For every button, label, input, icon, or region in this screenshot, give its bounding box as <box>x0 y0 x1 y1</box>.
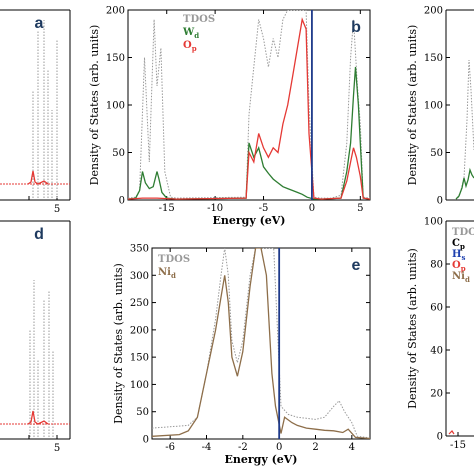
y-axis-label-b: Density of States (arb. units) <box>88 25 101 186</box>
y-tick-label-c-0: 0 <box>437 196 443 207</box>
y-tick-label-b-3: 150 <box>106 53 125 64</box>
plot-frame-e <box>151 247 371 440</box>
y-tick-label-e-6: 300 <box>130 271 149 282</box>
x-tick-label-e-4: 2 <box>312 442 318 453</box>
series-line-e-ni-d <box>152 248 370 439</box>
legend-entry-e-tdos: TDOS <box>158 254 190 265</box>
y-tick-label-f-2: 40 <box>430 346 443 357</box>
legend-entry-f-ni-d: Nid <box>452 271 470 284</box>
series-line-d-red-peak <box>27 410 49 425</box>
series-line-c-tdos <box>457 59 474 199</box>
legend-entry-b-tdos: TDOS <box>183 14 215 25</box>
x-tick-label-b-0: -15 <box>159 203 175 214</box>
y-axis-label-c: Density of States (arb. units) <box>406 25 419 186</box>
legend-entry-f-h-s: Hs <box>452 249 465 262</box>
panel-e <box>151 247 371 440</box>
y-tick-label-f-5: 100 <box>424 217 443 228</box>
panel-letter-d: d <box>34 226 44 243</box>
y-tick-label-e-1: 50 <box>136 407 149 418</box>
y-tick-label-c-4: 200 <box>424 6 443 17</box>
x-tick-label-a-0: 5 <box>54 204 60 215</box>
y-tick-label-e-4: 200 <box>130 325 149 336</box>
y-tick-label-b-2: 100 <box>106 101 125 112</box>
panel-letter-e: e <box>352 257 361 274</box>
y-tick-label-e-3: 150 <box>130 353 149 364</box>
x-tick-label-b-1: -10 <box>207 203 223 214</box>
series-line-a-red-peak <box>27 170 49 185</box>
x-tick-label-b-4: 5 <box>357 203 363 214</box>
y-tick-label-e-7: 350 <box>130 244 149 255</box>
y-tick-label-f-0: 0 <box>437 432 443 443</box>
y-tick-label-c-3: 150 <box>424 53 443 64</box>
x-tick-label-e-5: 4 <box>349 442 355 453</box>
x-tick-label-b-2: -5 <box>259 203 269 214</box>
x-tick-label-e-1: -4 <box>202 442 212 453</box>
x-axis-label-b: Energy (eV) <box>212 214 285 227</box>
series-line-b-o-p <box>128 17 370 200</box>
y-tick-label-c-1: 50 <box>430 148 443 159</box>
y-tick-label-b-1: 50 <box>112 148 125 159</box>
y-tick-label-b-0: 0 <box>119 196 125 207</box>
x-tick-label-b-3: 0 <box>309 203 315 214</box>
y-tick-label-e-0: 0 <box>143 435 149 446</box>
x-axis-label-e: Energy (eV) <box>224 453 297 466</box>
legend-entry-f-o-p: Op <box>452 260 466 273</box>
legend-entry-b-w-d: Wd <box>182 27 199 40</box>
y-tick-label-f-4: 80 <box>430 260 443 271</box>
y-axis-label-f: Density of States (arb. units) <box>406 248 419 409</box>
x-tick-label-e-3: 0 <box>276 442 282 453</box>
legend-entry-f-tdos: TDO <box>452 227 474 238</box>
legend-entry-b-o-p: Op <box>183 40 197 53</box>
panel-letter-b: b <box>351 19 361 36</box>
x-tick-label-f-0: -15 <box>450 440 466 451</box>
y-tick-label-f-3: 60 <box>430 303 443 314</box>
panel-letter-a: a <box>35 15 44 32</box>
y-tick-label-e-5: 250 <box>130 298 149 309</box>
y-tick-label-e-2: 100 <box>130 380 149 391</box>
y-axis-label-e: Density of States (arb. units) <box>112 263 125 424</box>
x-tick-label-e-0: -6 <box>165 442 175 453</box>
x-tick-label-d-0: 5 <box>54 443 60 454</box>
x-tick-label-e-2: -2 <box>238 442 248 453</box>
series-line-e-tdos <box>152 248 370 439</box>
y-tick-label-f-1: 20 <box>430 389 443 400</box>
y-tick-label-b-4: 200 <box>106 6 125 17</box>
series-line-c-wd <box>455 167 474 200</box>
series-line-f-op-bump <box>448 430 455 435</box>
legend-entry-e-ni-d: Nid <box>158 267 176 280</box>
y-tick-label-c-2: 100 <box>424 101 443 112</box>
series-line-b-w-d <box>128 66 370 200</box>
legend-entry-f-c-p: Cp <box>452 238 465 251</box>
series-line-b-tdos <box>128 10 370 199</box>
